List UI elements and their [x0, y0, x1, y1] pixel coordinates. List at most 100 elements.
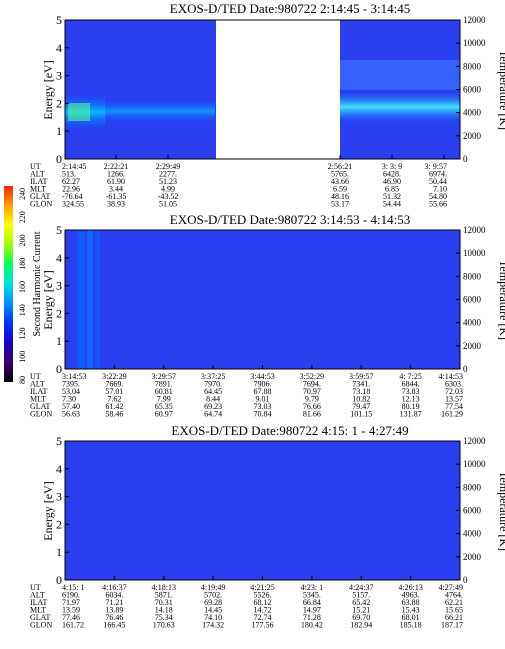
orbit-cell: 4:24:37	[349, 583, 373, 592]
orbit-cell: 2:22:21	[104, 162, 128, 171]
orbit-cell: 185.18	[400, 621, 422, 630]
panel-3-plot	[65, 441, 460, 580]
y2-tick-label: 12000	[463, 15, 486, 25]
orbit-cell: 14.45	[204, 606, 222, 615]
y2-tick-label: 8000	[463, 61, 482, 71]
orbit-cell: 3:14:53	[62, 372, 86, 381]
orbit-cell: 161.72	[62, 621, 84, 630]
colorbar-tick-label: 180	[18, 258, 27, 270]
y-tick-label: 4	[56, 41, 62, 55]
orbit-cell: -43.52	[158, 192, 179, 201]
orbit-cell: 4:27:49	[439, 583, 463, 592]
orbit-cell: 62.21	[445, 598, 463, 607]
y2-tick-label: 4000	[463, 318, 482, 328]
orbit-row-label: MLT	[30, 606, 46, 615]
y2-tick-label: 10000	[463, 248, 486, 258]
orbit-cell: 13.57	[445, 395, 463, 404]
orbit-cell: 513.	[62, 170, 76, 179]
y2-tick-label: 2000	[463, 552, 482, 562]
orbit-row-label: UT	[30, 162, 41, 171]
y-tick-label: 4	[56, 462, 62, 476]
orbit-cell: 6190.	[62, 591, 80, 600]
orbit-cell: 65.42	[352, 598, 370, 607]
orbit-cell: 66.21	[445, 613, 463, 622]
orbit-cell: 4:16:37	[102, 583, 126, 592]
panel-3-background	[65, 441, 460, 580]
colorbar-tick-label: 160	[18, 281, 27, 293]
orbit-cell: 76.66	[303, 402, 321, 411]
orbit-cell: 60.97	[155, 410, 173, 419]
orbit-cell: 5702.	[204, 591, 222, 600]
panel-2-plot	[65, 230, 460, 369]
orbit-cell: 77.46	[62, 613, 80, 622]
orbit-cell: 101.15	[350, 410, 372, 419]
panel-1: EXOS-D/TED Date:980722 2:14:45 - 3:14:45…	[30, 1, 505, 209]
orbit-cell: 14.97	[303, 606, 321, 615]
orbit-cell: 3:44:53	[250, 372, 274, 381]
y-tick-label: 1	[56, 124, 62, 138]
panel-3-ylabel: Energy [eV]	[41, 481, 55, 540]
panel-2-stripe-a	[77, 230, 85, 369]
orbit-cell: 57.40	[62, 402, 80, 411]
orbit-row-label: ALT	[30, 591, 45, 600]
y-tick-label: 3	[56, 279, 62, 293]
orbit-cell: 7906.	[254, 380, 272, 389]
y2-tick-label: 8000	[463, 271, 482, 281]
orbit-cell: 51.32	[383, 192, 401, 201]
orbit-cell: 6974.	[429, 170, 447, 179]
orbit-row-label: MLT	[30, 395, 46, 404]
orbit-cell: 4:14:53	[439, 372, 463, 381]
orbit-cell: 53.17	[331, 200, 349, 209]
orbit-cell: 6.59	[333, 185, 347, 194]
orbit-cell: 166.45	[103, 621, 125, 630]
orbit-cell: 6034.	[105, 591, 123, 600]
orbit-cell: 46.90	[383, 177, 401, 186]
orbit-cell: 4.99	[161, 185, 175, 194]
y-tick-label: 2	[56, 517, 62, 531]
orbit-cell: 3:52:29	[300, 372, 324, 381]
panel-2-y2label: Temperature [K]	[497, 260, 505, 340]
orbit-cell: 69.23	[204, 402, 222, 411]
orbit-row-label: MLT	[30, 185, 46, 194]
panel-2: EXOS-D/TED Date:980722 3:14:53 - 4:14:53…	[30, 212, 505, 419]
colorbar: 240 220 200 180 160 140 120 100 80 Second Harmon…	[4, 186, 43, 384]
orbit-cell: 71.97	[62, 598, 80, 607]
panel-2-stripe-b	[87, 230, 93, 369]
orbit-cell: 5157.	[352, 591, 370, 600]
orbit-cell: 67.88	[254, 387, 272, 396]
panel-1-band-right	[340, 90, 460, 124]
orbit-cell: 51.23	[159, 177, 177, 186]
y-tick-label: 0	[56, 362, 62, 376]
colorbar-ticks: 240 220 200 180 160 140 120 100 80	[18, 188, 27, 384]
orbit-cell: 70.84	[254, 410, 272, 419]
orbit-cell: 3: 3: 9	[382, 162, 402, 171]
orbit-row-label: ALT	[30, 380, 45, 389]
orbit-cell: 4:19:49	[201, 583, 225, 592]
orbit-cell: 51.05	[159, 200, 177, 209]
orbit-cell: 4: 7:25	[399, 372, 421, 381]
orbit-row-label: UT	[30, 583, 41, 592]
orbit-cell: 182.94	[350, 621, 372, 630]
orbit-cell: 7891.	[155, 380, 173, 389]
orbit-cell: 65.35	[155, 402, 173, 411]
orbit-cell: 57.01	[105, 387, 123, 396]
orbit-cell: 69.70	[352, 613, 370, 622]
orbit-cell: 12.13	[402, 395, 420, 404]
orbit-cell: 66.84	[303, 598, 321, 607]
orbit-row-label: ILAT	[30, 177, 47, 186]
y-tick-label: 5	[56, 223, 62, 237]
orbit-cell: 324.55	[62, 200, 84, 209]
orbit-cell: 4:23: 1	[301, 583, 323, 592]
panel-3-title: EXOS-D/TED Date:980722 4:15: 1 - 4:27:49	[171, 423, 408, 438]
y2-tick-label: 4000	[463, 108, 482, 118]
orbit-cell: 13.59	[62, 606, 80, 615]
orbit-cell: 61.90	[107, 177, 125, 186]
orbit-cell: 5765.	[331, 170, 349, 179]
panel-1-plot	[65, 20, 460, 159]
orbit-cell: 7395.	[62, 380, 80, 389]
orbit-cell: 187.17	[441, 621, 463, 630]
orbit-row-label: UT	[30, 372, 41, 381]
orbit-cell: 3:22:29	[102, 372, 126, 381]
orbit-cell: 7970.	[204, 380, 222, 389]
